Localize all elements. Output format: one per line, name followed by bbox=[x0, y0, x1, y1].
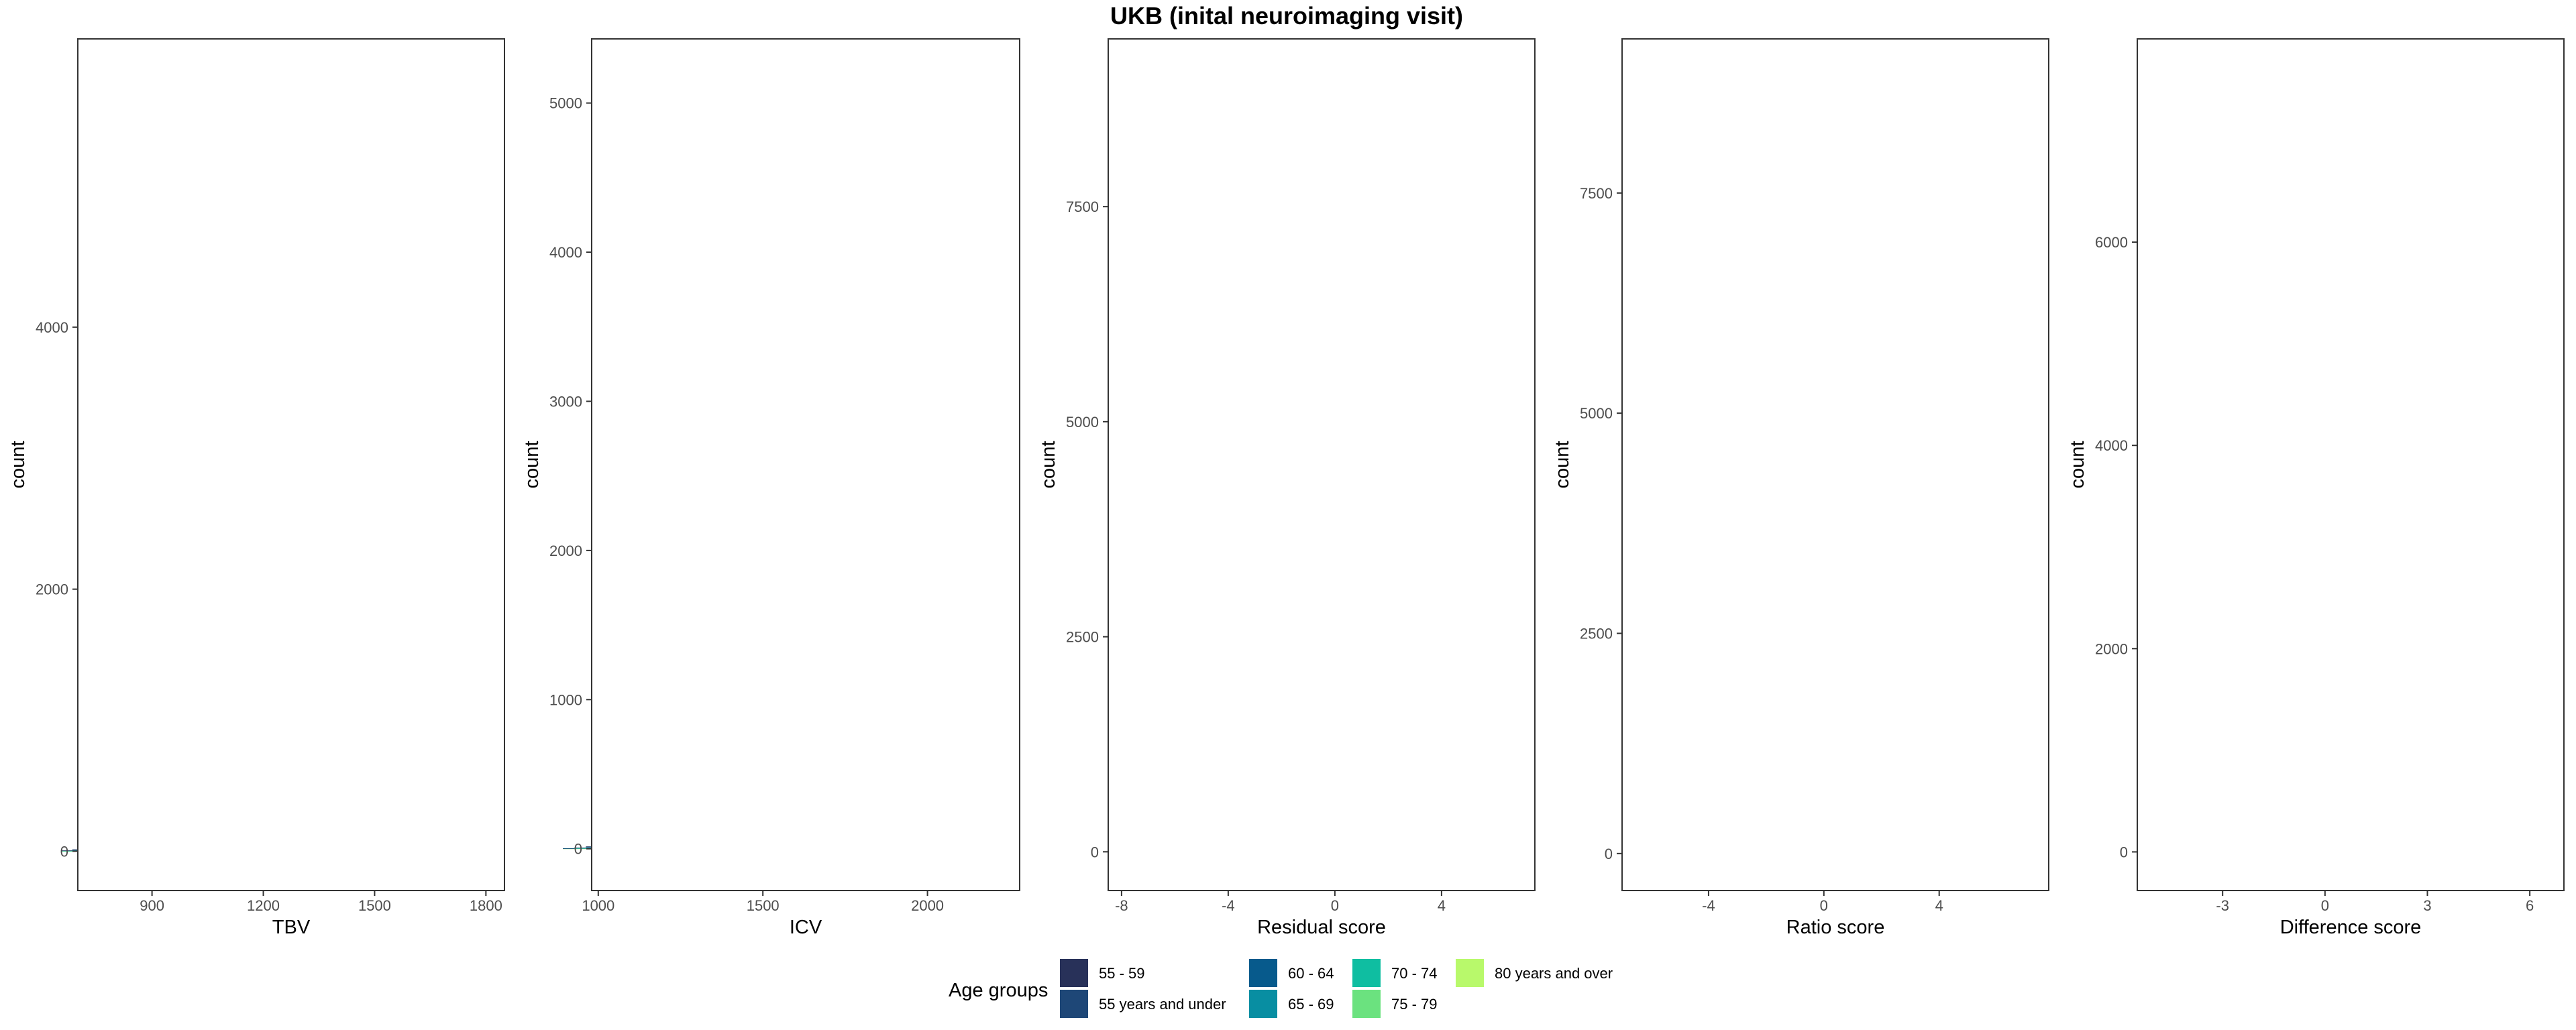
x-tick-label: 0 bbox=[2321, 897, 2329, 914]
legend: Age groups 55 - 59 55 years and under 60 -… bbox=[949, 959, 1613, 1018]
y-tick-label: 2000 bbox=[549, 542, 582, 559]
x-axis-title: Difference score bbox=[2280, 917, 2422, 938]
legend-item: 70 - 74 bbox=[1352, 959, 1438, 987]
y-axis-title: count bbox=[1552, 441, 1573, 489]
x-tick-label: 0 bbox=[1331, 897, 1339, 914]
y-tick-label: 4000 bbox=[2095, 437, 2128, 454]
x-tick-label: 2000 bbox=[911, 897, 944, 914]
chart-panel-1: 0 2000 4000 900 1200 1500 1800 TBV count bbox=[7, 38, 505, 938]
chart-panel-2: 0 1000 2000 3000 4000 5000 1000 1500 2000 ICV coun… bbox=[521, 38, 1020, 938]
legend-key bbox=[1060, 959, 1088, 987]
legend-key bbox=[1352, 959, 1381, 987]
x-tick-label: 4 bbox=[1935, 897, 1943, 914]
legend-label: 70 - 74 bbox=[1391, 965, 1438, 982]
legend-item: 75 - 79 bbox=[1352, 990, 1438, 1018]
x-tick-label: -3 bbox=[2216, 897, 2229, 914]
y-tick-label: 6000 bbox=[2095, 234, 2128, 251]
x-tick-label: 6 bbox=[2526, 897, 2534, 914]
x-tick-label: 1500 bbox=[747, 897, 780, 914]
y-tick-label: 0 bbox=[60, 843, 68, 860]
x-tick-label: -4 bbox=[1702, 897, 1715, 914]
chart-panel-5: 0 2000 4000 6000 -3 0 3 6 Difference score count bbox=[2067, 38, 2565, 938]
x-tick-label: 1200 bbox=[247, 897, 280, 914]
legend-label: 75 - 79 bbox=[1391, 996, 1438, 1013]
y-axis-title: count bbox=[1038, 441, 1059, 489]
y-tick-label: 0 bbox=[1091, 844, 1099, 860]
y-tick-label: 3000 bbox=[549, 393, 582, 410]
y-tick-label: 0 bbox=[1605, 846, 1613, 862]
x-tick-label: 1500 bbox=[358, 897, 391, 914]
y-tick-label: 5000 bbox=[549, 95, 582, 112]
y-tick-label: 1000 bbox=[549, 691, 582, 708]
histogram-bar-segment bbox=[61, 850, 73, 851]
x-tick-label: 1000 bbox=[582, 897, 614, 914]
histogram-bar-segment bbox=[563, 848, 575, 849]
panel-border bbox=[591, 38, 1020, 891]
figure-title: UKB (inital neuroimaging visit) bbox=[1110, 2, 1463, 30]
x-tick-label: 3 bbox=[2423, 897, 2431, 914]
legend-item: 55 - 59 bbox=[1060, 959, 1145, 987]
legend-key bbox=[1352, 990, 1381, 1018]
panel-border bbox=[1621, 38, 2049, 891]
legend-label: 55 - 59 bbox=[1099, 965, 1145, 982]
legend-item: 80 years and over bbox=[1456, 959, 1613, 987]
x-axis-title: Residual score bbox=[1257, 917, 1386, 938]
legend-key bbox=[1249, 990, 1277, 1018]
x-axis-title: ICV bbox=[790, 917, 822, 938]
legend-label: 65 - 69 bbox=[1288, 996, 1334, 1013]
panel-border bbox=[2137, 38, 2565, 891]
legend-key bbox=[1456, 959, 1484, 987]
y-tick-label: 7500 bbox=[1580, 185, 1613, 202]
panel-border bbox=[77, 38, 505, 891]
y-tick-label: 4000 bbox=[36, 319, 68, 336]
histogram-bar-segment bbox=[574, 848, 587, 849]
chart-panel-3: 0 2500 5000 7500 -8 -4 0 4 Residual score count bbox=[1038, 38, 1536, 938]
y-tick-label: 5000 bbox=[1066, 414, 1099, 431]
y-tick-label: 0 bbox=[574, 841, 582, 858]
legend-item: 65 - 69 bbox=[1249, 990, 1334, 1018]
legend-item: 55 years and under bbox=[1060, 990, 1226, 1018]
legend-label: 55 years and under bbox=[1099, 996, 1226, 1013]
legend-label: 80 years and over bbox=[1495, 965, 1613, 982]
histogram-bar-segment bbox=[574, 848, 587, 850]
x-tick-label: -4 bbox=[1222, 897, 1235, 914]
legend-items: 55 - 59 55 years and under 60 - 64 65 - 69 7… bbox=[1060, 959, 1613, 1018]
y-axis-title: count bbox=[521, 441, 543, 489]
x-tick-label: 900 bbox=[140, 897, 164, 914]
y-axis-title: count bbox=[7, 441, 29, 489]
x-tick-label: 0 bbox=[1820, 897, 1828, 914]
y-tick-label: 4000 bbox=[549, 244, 582, 261]
x-tick-label: 4 bbox=[1438, 897, 1446, 914]
histogram-bar-segment bbox=[61, 851, 73, 852]
x-axis-title: Ratio score bbox=[1786, 917, 1885, 938]
x-tick-label: -8 bbox=[1115, 897, 1128, 914]
y-tick-label: 5000 bbox=[1580, 405, 1613, 422]
panel-border bbox=[1108, 38, 1536, 891]
legend-key bbox=[1060, 990, 1088, 1018]
legend-item: 60 - 64 bbox=[1249, 959, 1334, 987]
y-tick-label: 0 bbox=[2120, 844, 2128, 860]
legend-key bbox=[1249, 959, 1277, 987]
y-tick-label: 2500 bbox=[1580, 626, 1613, 642]
x-tick-label: 1800 bbox=[470, 897, 502, 914]
y-tick-label: 2000 bbox=[36, 581, 68, 598]
y-tick-label: 7500 bbox=[1066, 198, 1099, 215]
y-tick-label: 2000 bbox=[2095, 640, 2128, 657]
x-axis-title: TBV bbox=[272, 917, 311, 938]
y-axis-title: count bbox=[2067, 441, 2088, 489]
y-tick-label: 2500 bbox=[1066, 629, 1099, 646]
histogram-bar-segment bbox=[574, 848, 587, 849]
chart-panel-4: 0 2500 5000 7500 -4 0 4 Ratio score count bbox=[1552, 38, 2049, 938]
legend-title: Age groups bbox=[949, 980, 1048, 1001]
legend-label: 60 - 64 bbox=[1288, 965, 1334, 982]
